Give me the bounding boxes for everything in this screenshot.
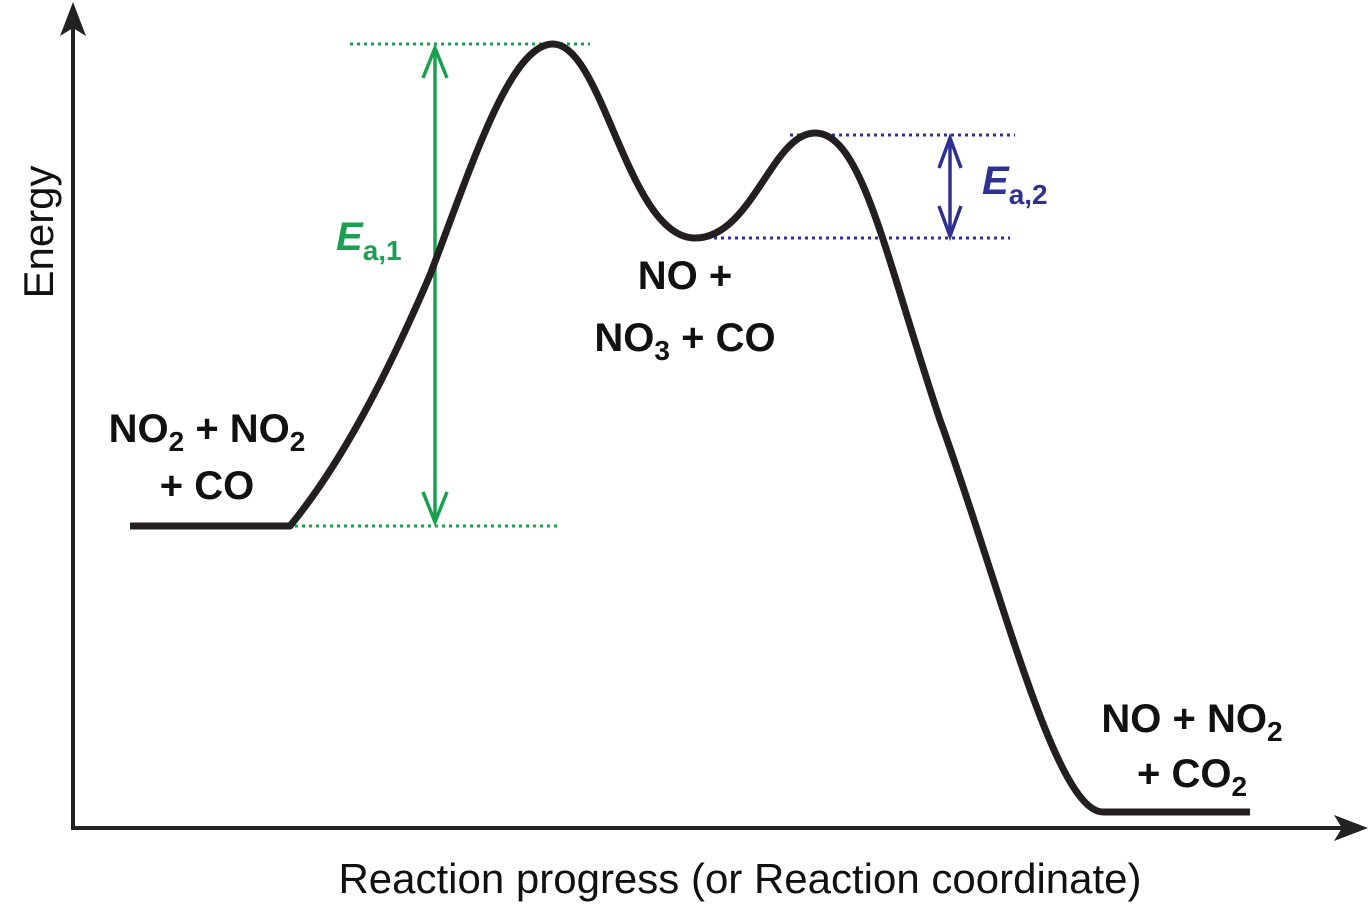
ea-subscript: a,1 [363, 235, 402, 266]
y-arrowhead [60, 2, 86, 36]
subscript: 2 [1231, 771, 1247, 802]
energy-curve [130, 40, 1250, 816]
arrowhead [421, 491, 449, 527]
x-axis-label: Reaction progress (or Reaction coordinat… [338, 855, 1141, 902]
arrowhead [937, 132, 963, 169]
formula-part: + CO [670, 316, 776, 360]
arrowhead [421, 43, 449, 79]
formula-part: NO + NO [1101, 697, 1267, 741]
ea-subscript: a,2 [1009, 179, 1048, 210]
subscript: 2 [1267, 716, 1283, 747]
products-line: + CO2 [1137, 752, 1247, 802]
ea2-label: Ea,2 [982, 159, 1048, 210]
formula-part: NO [594, 316, 654, 360]
formula-part: NO + [638, 254, 732, 298]
formula-part: + CO [1137, 752, 1231, 796]
subscript: 2 [169, 426, 185, 457]
subscript: 2 [290, 426, 306, 457]
intermediate-line: NO3 + CO [594, 316, 775, 366]
ea-symbol: E [336, 215, 364, 259]
axes [60, 2, 1368, 841]
ea-symbol: E [982, 159, 1010, 203]
activation-arrows [421, 43, 963, 527]
reactants-line: + CO [160, 464, 254, 508]
subscript: 3 [654, 335, 670, 366]
arrowhead [937, 205, 963, 242]
products-line: NO + NO2 [1101, 697, 1282, 747]
formula-part: NO [109, 407, 169, 451]
reactants-line: NO2 + NO2 [109, 407, 306, 457]
x-arrowhead [1334, 815, 1368, 841]
formula-part: + CO [160, 464, 254, 508]
formula-part: + NO [184, 407, 290, 451]
intermediate-line: NO + [638, 254, 732, 298]
ea1-label: Ea,1 [336, 215, 402, 266]
y-axis-label: Energy [15, 165, 62, 298]
